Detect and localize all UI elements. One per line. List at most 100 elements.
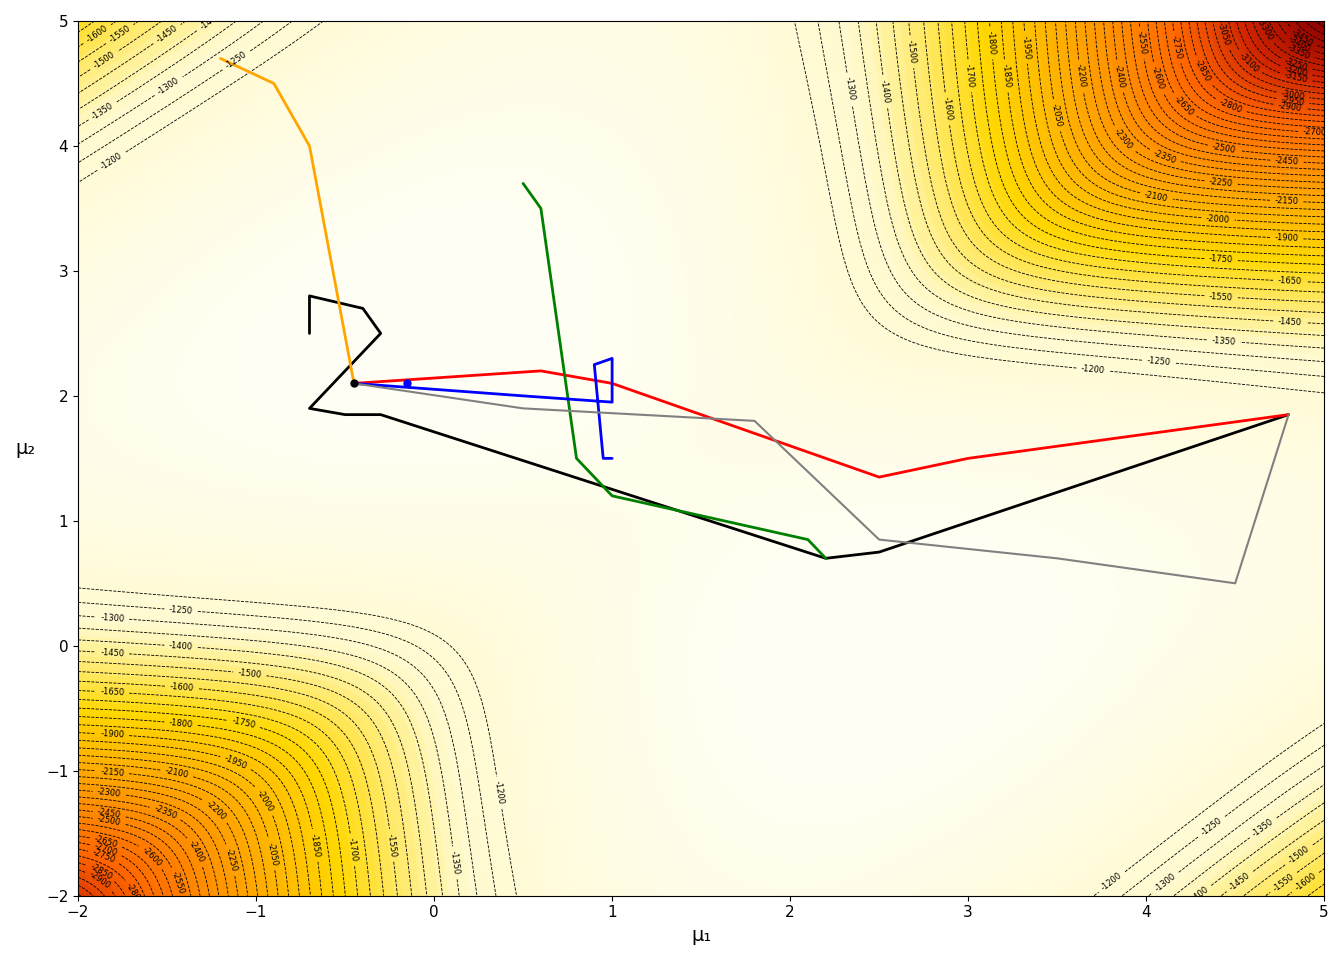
Text: -2650: -2650	[1172, 94, 1195, 118]
Text: -1500: -1500	[91, 50, 117, 71]
Text: -2400: -2400	[1113, 63, 1126, 88]
Text: -2200: -2200	[204, 799, 228, 822]
Text: -2000: -2000	[255, 788, 276, 813]
Text: -1450: -1450	[1278, 317, 1302, 327]
Text: -1400: -1400	[879, 79, 891, 104]
Text: -2250: -2250	[1208, 177, 1234, 188]
Text: -1200: -1200	[1081, 364, 1106, 375]
Text: -3100: -3100	[1236, 51, 1261, 74]
Text: -2550: -2550	[1136, 31, 1148, 56]
Text: -3050: -3050	[1216, 21, 1231, 47]
Text: -1250: -1250	[169, 605, 194, 615]
Text: -1950: -1950	[1020, 35, 1031, 60]
Text: -2950: -2950	[1281, 95, 1305, 108]
Text: -1500: -1500	[238, 668, 262, 680]
Text: -2050: -2050	[265, 841, 278, 867]
Text: -1350: -1350	[90, 101, 116, 121]
Text: -2450: -2450	[1274, 156, 1300, 166]
Text: -1700: -1700	[964, 63, 976, 88]
Text: -1450: -1450	[101, 648, 125, 659]
Text: -2450: -2450	[97, 807, 122, 820]
Text: -3300: -3300	[1254, 17, 1274, 42]
Text: -1800: -1800	[168, 718, 194, 730]
Text: -2700: -2700	[1302, 128, 1327, 138]
Text: -1600: -1600	[85, 24, 110, 45]
Text: -1300: -1300	[156, 76, 181, 97]
Text: -1550: -1550	[1271, 872, 1296, 893]
Text: -1550: -1550	[386, 833, 398, 858]
Text: -2550: -2550	[169, 870, 185, 896]
Text: -1750: -1750	[1208, 254, 1234, 265]
Text: -1200: -1200	[99, 151, 124, 172]
Text: -1400: -1400	[1185, 885, 1211, 906]
Text: -2350: -2350	[1152, 148, 1177, 165]
Text: -2000: -2000	[1206, 214, 1230, 225]
Text: -3350: -3350	[1286, 42, 1312, 61]
Text: -2850: -2850	[89, 862, 114, 881]
Text: -2500: -2500	[97, 814, 122, 828]
Text: -1400: -1400	[169, 641, 194, 652]
X-axis label: μ₁: μ₁	[691, 926, 711, 945]
Text: -1650: -1650	[1278, 276, 1302, 286]
Text: -1500: -1500	[1286, 844, 1312, 865]
Text: -1850: -1850	[1000, 63, 1012, 88]
Text: -2150: -2150	[99, 767, 125, 778]
Text: -1250: -1250	[1199, 816, 1224, 837]
Text: -1350: -1350	[1211, 336, 1236, 347]
Text: -1300: -1300	[843, 77, 856, 102]
Text: -2600: -2600	[140, 845, 164, 868]
Text: -1950: -1950	[223, 754, 249, 771]
Text: -2850: -2850	[1192, 58, 1212, 84]
Text: -2050: -2050	[1050, 103, 1063, 128]
Text: -2300: -2300	[1113, 127, 1134, 152]
Text: -2750: -2750	[91, 848, 117, 865]
Text: -3450: -3450	[1290, 27, 1314, 48]
Text: -3000: -3000	[1281, 89, 1305, 102]
Text: -2800: -2800	[124, 881, 144, 907]
Text: -1350: -1350	[449, 851, 461, 876]
Text: -3200: -3200	[1284, 63, 1309, 79]
Text: -1550: -1550	[108, 24, 132, 45]
Text: -1450: -1450	[155, 24, 180, 45]
Text: -1300: -1300	[99, 612, 125, 623]
Text: -1650: -1650	[99, 687, 125, 697]
Text: -1200: -1200	[493, 780, 505, 805]
Text: -1200: -1200	[1099, 871, 1124, 893]
Text: -1350: -1350	[1251, 817, 1275, 839]
Text: -2650: -2650	[93, 834, 120, 850]
Text: -1600: -1600	[169, 682, 195, 693]
Text: -2750: -2750	[1169, 35, 1184, 60]
Text: -2200: -2200	[1075, 63, 1087, 88]
Text: -2150: -2150	[1274, 196, 1298, 206]
Text: -1250: -1250	[224, 50, 249, 71]
Text: -2900: -2900	[1277, 101, 1302, 113]
Text: -1500: -1500	[906, 39, 918, 64]
Text: -2600: -2600	[1149, 65, 1165, 91]
Text: -1900: -1900	[1274, 233, 1298, 243]
Text: -1600: -1600	[941, 96, 953, 121]
Text: -2500: -2500	[1212, 142, 1236, 155]
Text: -1550: -1550	[1208, 292, 1234, 302]
Text: -1900: -1900	[101, 730, 125, 740]
Text: -1250: -1250	[1146, 356, 1171, 368]
Text: -3250: -3250	[1284, 57, 1309, 73]
Text: -2900: -2900	[87, 870, 113, 891]
Text: -2300: -2300	[97, 787, 122, 799]
Text: -1700: -1700	[347, 837, 359, 862]
Text: -1300: -1300	[1153, 872, 1177, 894]
Y-axis label: μ₂: μ₂	[15, 440, 35, 458]
Text: -2800: -2800	[1218, 98, 1243, 115]
Text: -2250: -2250	[223, 847, 239, 873]
Text: -3400: -3400	[1286, 34, 1312, 55]
Text: -2350: -2350	[153, 804, 179, 821]
Text: -3150: -3150	[1284, 70, 1309, 84]
Text: -2100: -2100	[1144, 190, 1169, 204]
Text: -2400: -2400	[187, 839, 206, 865]
Text: -1450: -1450	[1227, 871, 1253, 893]
Text: -2100: -2100	[164, 766, 190, 780]
Text: -1850: -1850	[309, 832, 321, 858]
Text: -1400: -1400	[198, 11, 223, 32]
Text: -1600: -1600	[1293, 872, 1318, 893]
Text: -2700: -2700	[93, 841, 120, 857]
Text: -1750: -1750	[231, 716, 257, 731]
